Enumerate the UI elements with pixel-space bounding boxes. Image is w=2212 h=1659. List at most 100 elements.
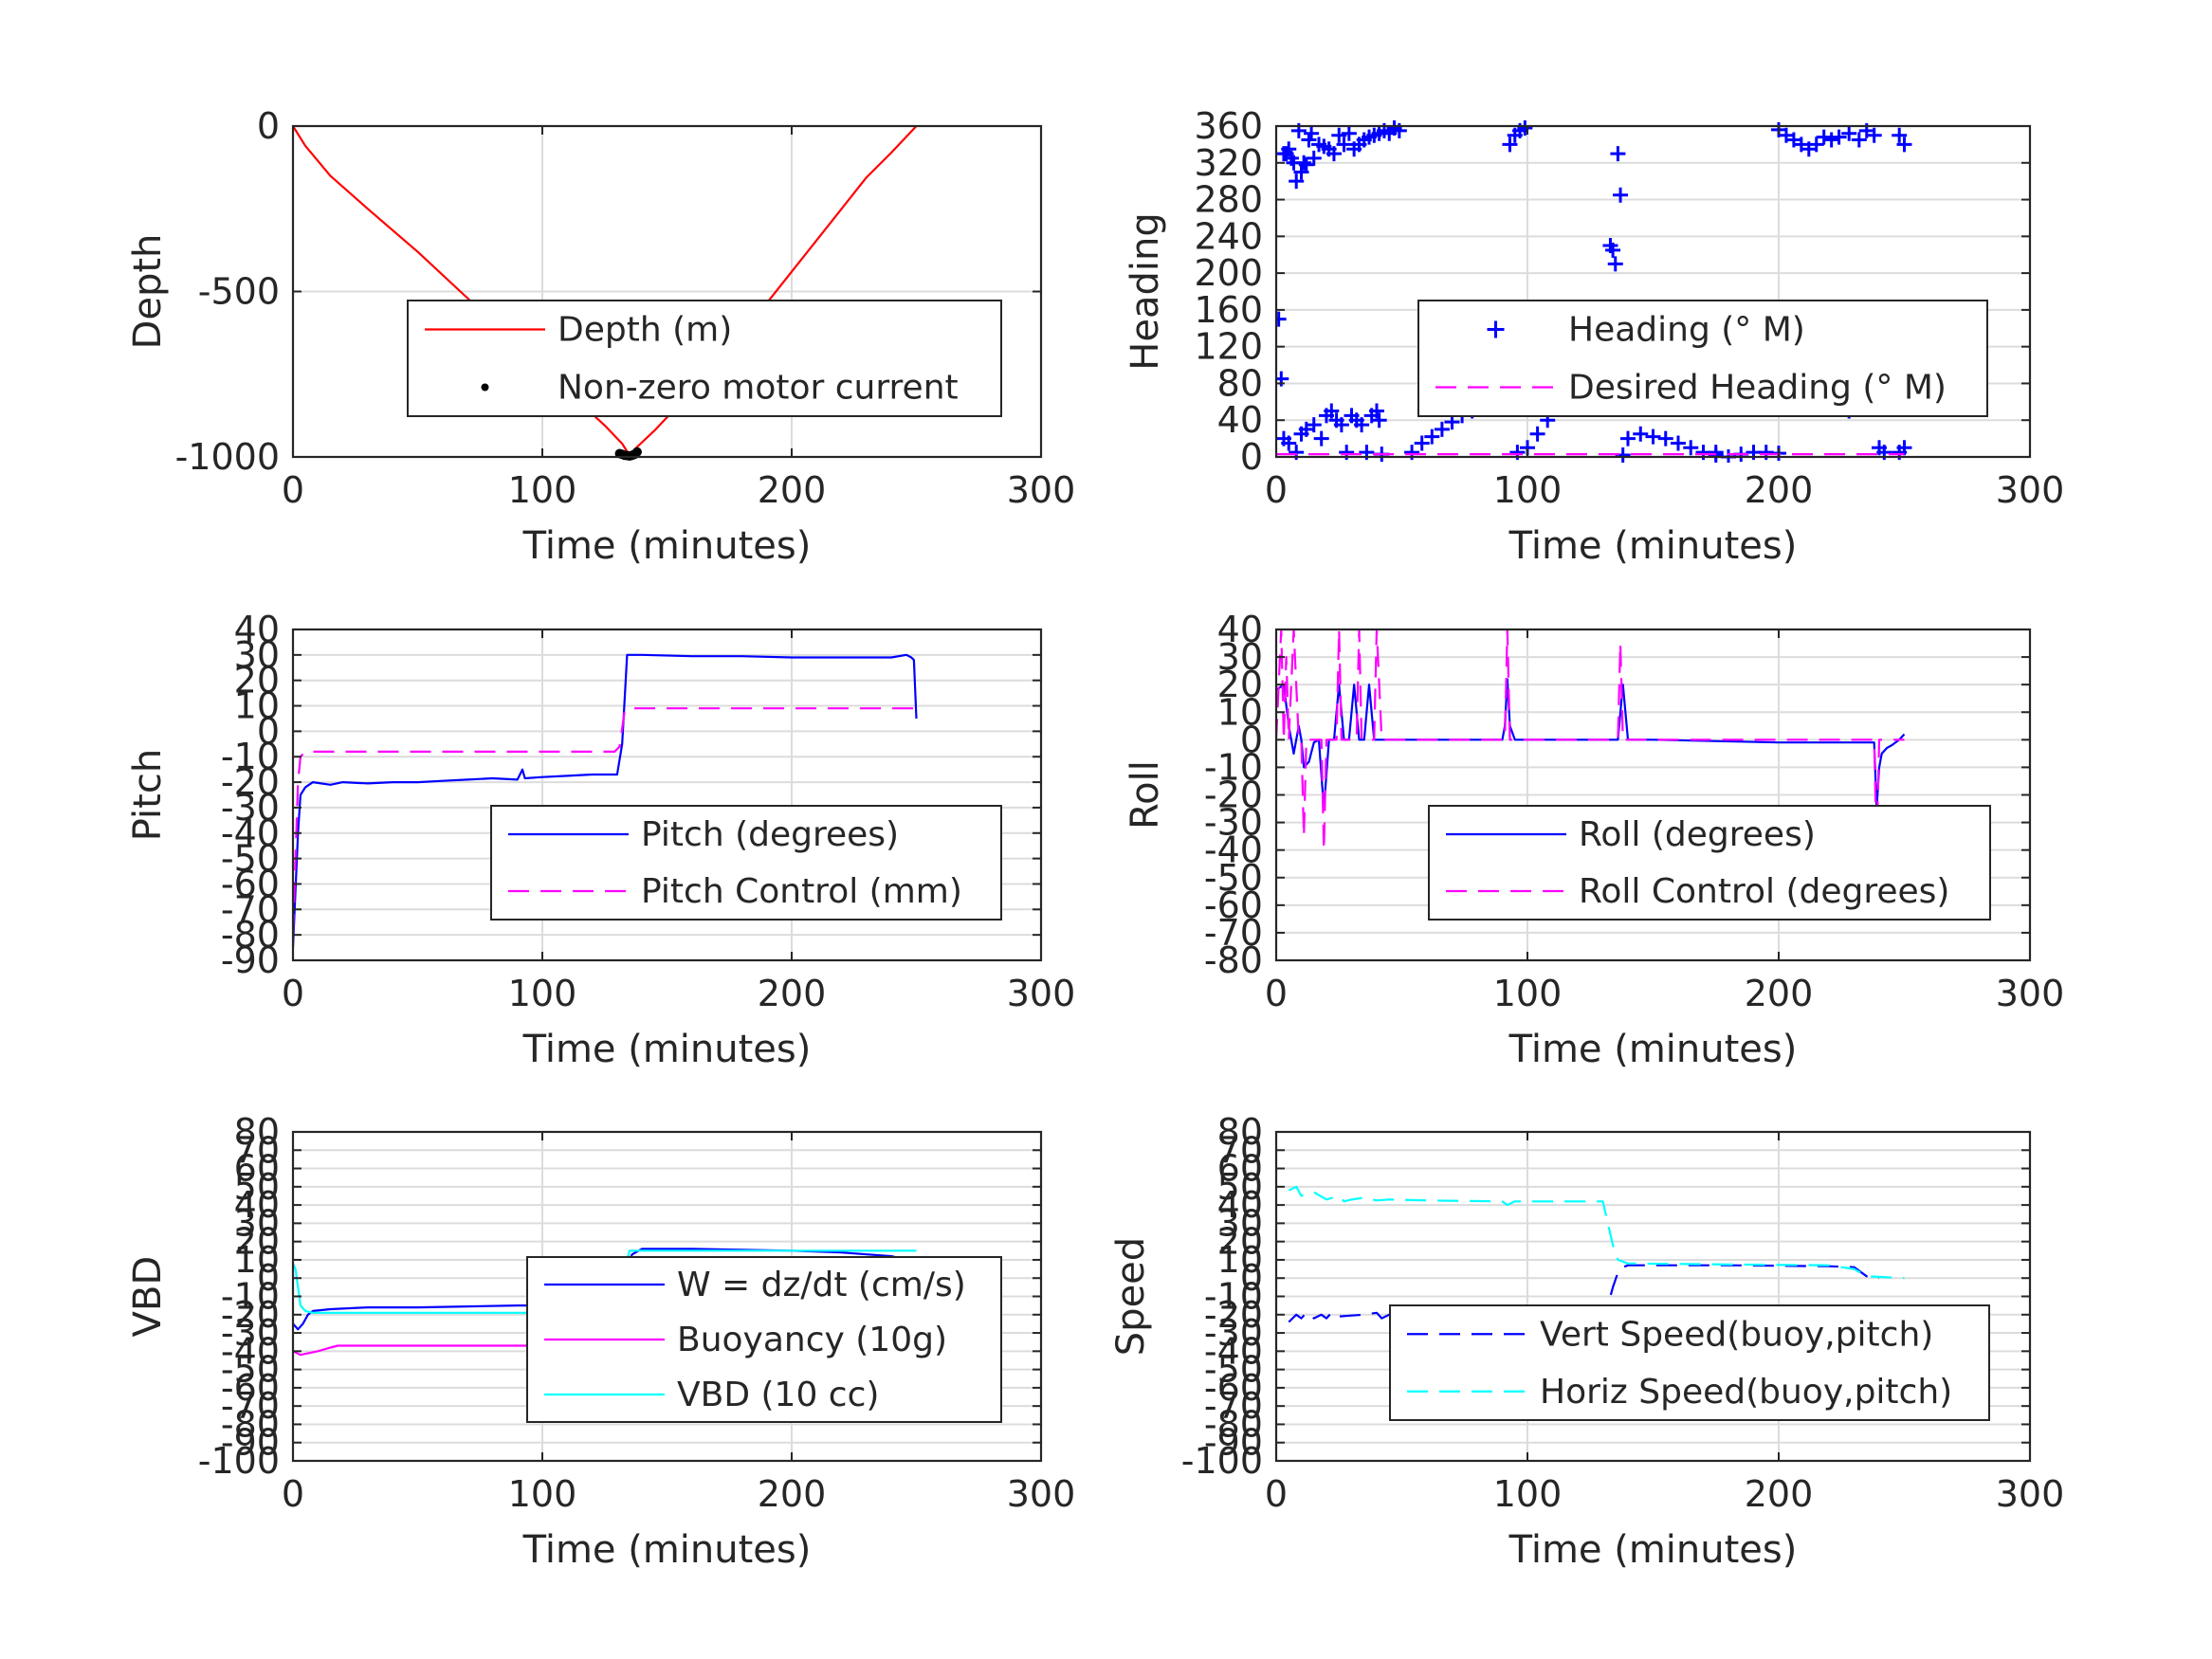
heading-point [1866,127,1882,143]
panel-pitch: 0 100 200 300-90-80-70-60-50-40-30-20-10010… [126,609,1075,1071]
x-tick-label: 100 [508,1473,577,1515]
legend-label: W = dz/dt (cm/s) [677,1266,966,1304]
legend-label: Roll Control (degrees) [1579,872,1949,911]
y-tick-label: 160 [1194,289,1263,331]
series-line-pitch-0 [293,653,918,948]
heading-point [1816,129,1832,145]
x-tick-label: 0 [1265,1473,1288,1515]
y-tick-label: 0 [1240,719,1263,760]
y-tick-label: -70 [1204,1385,1263,1427]
y-tick-label: 70 [234,1129,280,1171]
heading-point [1607,256,1623,272]
legend-pitch: Pitch (degrees) Pitch Control (mm) [490,805,1002,921]
motor-current-point [631,447,642,457]
x-tick-label: 300 [1996,469,2065,511]
series-line-vbd-2 [293,1249,917,1314]
x-tick-label: 200 [1745,1473,1814,1515]
heading-point [1620,430,1636,447]
y-tick-label: -40 [221,812,280,854]
y-tick-label: -80 [1204,1403,1263,1445]
legend-speed: Vert Speed(buoy,pitch) Horiz Speed(buoy,p… [1389,1304,1990,1421]
y-tick-label: 30 [1217,636,1263,678]
y-tick-label: -50 [221,1349,280,1391]
y-tick-label: 10 [234,1239,280,1281]
heading-point [1424,428,1440,445]
y-axis-label: Speed [1109,1237,1153,1356]
y-tick-label: -60 [1204,884,1263,926]
x-tick-label: 100 [508,469,577,511]
heading-point [1281,435,1297,451]
y-tick-label: 30 [1217,1202,1263,1244]
y-tick-label: -30 [1204,802,1263,844]
heading-point [1414,435,1430,451]
y-tick-label: -1000 [175,436,280,478]
legend-heading: Heading (° M) Desired Heading (° M) [1417,300,1988,417]
x-tick-label: 0 [282,1473,304,1515]
y-tick-label: 40 [1217,1184,1263,1226]
y-tick-label: 80 [234,1111,280,1153]
legend-depth: Depth (m) Non-zero motor current [407,300,1002,417]
heading-point [1434,421,1450,437]
x-axis-label: Time (minutes) [522,1028,812,1071]
y-tick-label: 0 [1240,1257,1263,1299]
y-tick-label: 20 [234,660,280,702]
y-tick-label: -10 [1204,746,1263,788]
y-tick-label: 40 [234,1184,280,1226]
x-tick-label: 300 [1007,469,1076,511]
heading-point [1306,150,1322,166]
heading-point [1851,132,1867,148]
legend-label: Heading (° M) [1568,311,1805,350]
heading-point [1354,417,1370,433]
panel-vbd: 0 100 200 300-100-90-80-70-60-50-40-30-20-1… [126,1111,1075,1572]
heading-point [1831,129,1847,145]
axes-box [291,628,1043,962]
heading-point [1306,417,1322,433]
heading-point [1671,435,1686,451]
y-tick-label: -60 [1204,1367,1263,1409]
y-tick-label: -60 [221,1367,280,1409]
x-tick-label: 200 [758,973,827,1014]
y-tick-label: 200 [1194,252,1263,294]
x-axis-label: Time (minutes) [1508,1028,1798,1071]
panel-roll: 0 100 200 300-80-70-60-50-40-30-20-10010203… [1124,609,2064,1071]
heading-point [1841,125,1857,141]
heading-point [1605,242,1621,258]
legend-roll: Roll (degrees) Roll Control (degrees) [1428,805,1991,921]
y-tick-label: -30 [1204,1312,1263,1354]
x-tick-label: 200 [758,1473,827,1515]
heading-point [1896,137,1912,153]
y-tick-label: 60 [234,1148,280,1190]
y-tick-label: 80 [1217,362,1263,404]
series-line-roll-1 [1276,628,1905,851]
heading-point [1645,428,1661,445]
y-tick-label: -50 [1204,857,1263,899]
y-tick-label: 40 [234,609,280,650]
y-tick-label: -70 [221,888,280,930]
legend-swatch [481,383,489,392]
y-tick-label: -20 [1204,775,1263,816]
y-tick-label: 240 [1194,215,1263,257]
y-tick-label: 20 [1217,1221,1263,1263]
x-tick-label: 0 [282,973,304,1014]
heading-point [1333,417,1349,433]
heading-point [1289,173,1305,190]
heading-point [1613,187,1629,203]
y-tick-label: 280 [1194,179,1263,221]
legend-label: Depth (m) [558,311,732,350]
x-tick-label: 200 [758,469,827,511]
panel-depth: 0 100 200 300 -1000 -500 0 Time (minutes) Depth D… [126,105,1075,568]
y-tick-label: -60 [221,863,280,904]
heading-point [1808,137,1824,153]
x-tick-label: 0 [1265,973,1288,1014]
y-tick-label: 10 [234,685,280,727]
y-axis-label: VBD [126,1256,170,1338]
y-tick-label: 10 [1217,1239,1263,1281]
y-tick-label: -70 [221,1385,280,1427]
y-tick-label: 80 [1217,1111,1263,1153]
y-tick-label: -20 [221,1294,280,1336]
series-line-roll-0 [1276,678,1906,811]
y-tick-label: -90 [1204,1422,1263,1464]
series-line-depth-0 [293,125,918,457]
x-axis-label: Time (minutes) [522,524,812,568]
x-tick-label: 100 [1493,973,1563,1014]
